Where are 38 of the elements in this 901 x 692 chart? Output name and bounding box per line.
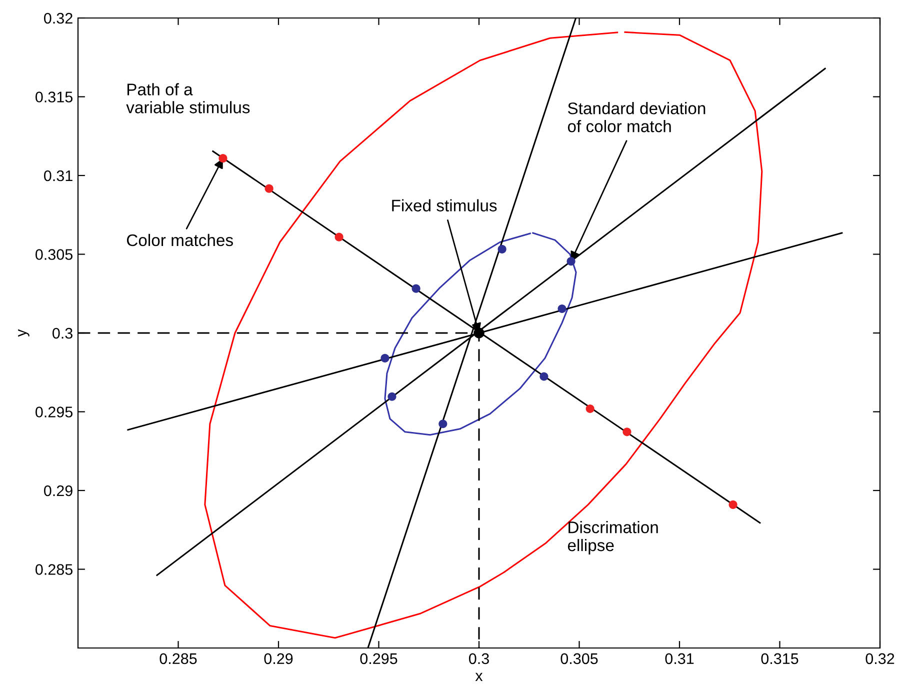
- x-tick-label: 0.29: [264, 653, 293, 664]
- point: [474, 328, 484, 338]
- point: [558, 304, 566, 314]
- point: [412, 284, 420, 293]
- point: [498, 244, 506, 254]
- annotation: Path of a variable stimulus: [126, 83, 250, 114]
- point: [380, 354, 390, 362]
- point: [586, 404, 594, 414]
- point: [540, 372, 548, 381]
- y-tick-label: 0.31: [44, 170, 72, 182]
- point: [218, 154, 228, 163]
- x-tick-label: 0.285: [160, 653, 197, 664]
- x-tick-label: 0.305: [560, 653, 598, 664]
- x-tick-label: 0.32: [866, 653, 894, 664]
- x-tick-label: 0.3: [468, 653, 489, 664]
- point: [334, 232, 344, 242]
- annotation: Standard deviation of color match: [568, 102, 706, 132]
- point: [622, 428, 632, 436]
- annotation: Fixed stimulus: [392, 199, 497, 212]
- y-tick-label: 0.3: [52, 328, 72, 339]
- x-tick-label: 0.31: [665, 653, 694, 664]
- y-tick-label: 0.315: [36, 92, 72, 102]
- y-tick-label: 0.285: [36, 564, 72, 575]
- point: [438, 420, 448, 428]
- point: [566, 257, 576, 266]
- point: [264, 184, 274, 193]
- y-tick-label: 0.305: [36, 249, 72, 260]
- annotation: Discrimation ellipse: [568, 521, 658, 554]
- x-tick-label: 0.295: [360, 653, 398, 664]
- point: [388, 392, 396, 401]
- x-axis-title: x: [475, 672, 483, 681]
- y-tick-label: 0.295: [36, 406, 72, 418]
- point: [728, 500, 738, 509]
- y-tick-label: 0.29: [44, 485, 72, 496]
- y-axis-title: y: [18, 329, 30, 337]
- y-tick-label: 0.32: [44, 12, 72, 24]
- x-tick-label: 0.315: [761, 653, 798, 664]
- annotation: Color matches: [126, 234, 233, 246]
